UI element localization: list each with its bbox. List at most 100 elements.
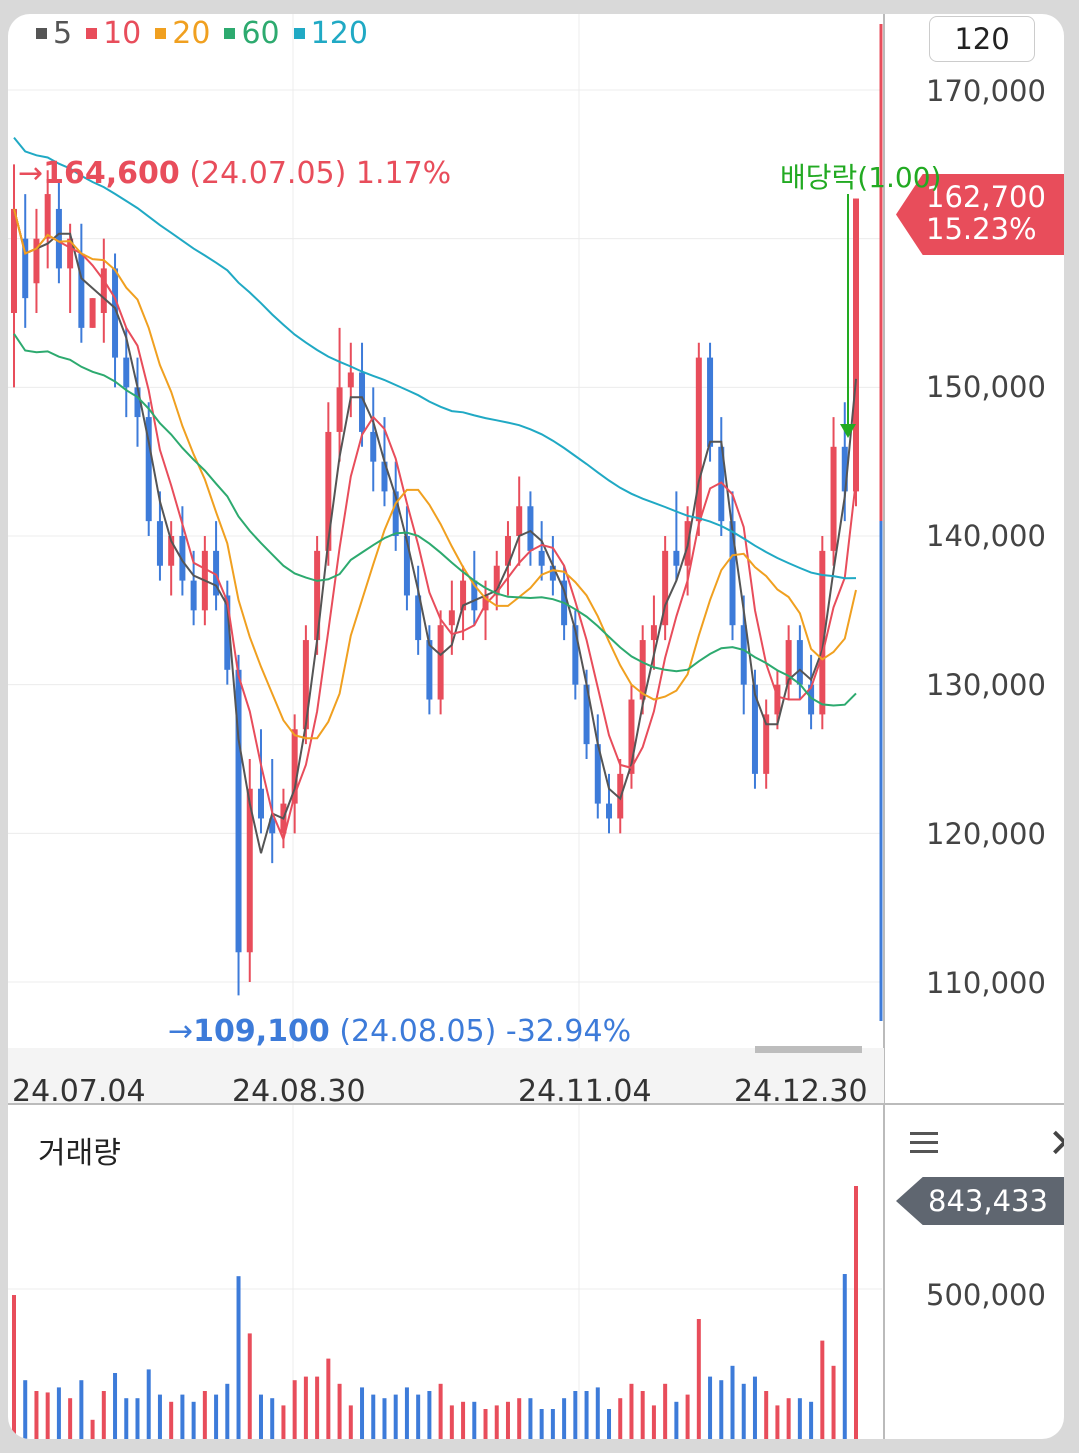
candle-body bbox=[123, 357, 130, 388]
candle-body bbox=[841, 446, 848, 492]
scroll-thumb bbox=[755, 1046, 862, 1053]
candle-body bbox=[235, 669, 242, 953]
volume-bar bbox=[663, 1383, 668, 1439]
high-detail: (24.07.05) 1.17% bbox=[189, 156, 452, 191]
volume-bar bbox=[124, 1398, 129, 1439]
volume-bar bbox=[326, 1358, 331, 1439]
volume-bar bbox=[809, 1401, 814, 1439]
menu-icon[interactable] bbox=[910, 1132, 938, 1156]
volume-bar bbox=[169, 1401, 174, 1439]
volume-bar bbox=[595, 1387, 600, 1439]
volume-bar bbox=[34, 1391, 39, 1439]
legend-swatch bbox=[155, 28, 167, 39]
volume-bar bbox=[113, 1373, 118, 1439]
period-button[interactable]: 120 bbox=[929, 16, 1035, 62]
volume-bar bbox=[101, 1391, 106, 1439]
candle-body bbox=[145, 417, 152, 522]
candle-body bbox=[673, 550, 680, 566]
volume-bar bbox=[618, 1398, 623, 1439]
candle-body bbox=[527, 506, 534, 551]
volume-bar bbox=[842, 1274, 847, 1439]
volume-bar bbox=[472, 1401, 477, 1439]
candle-body bbox=[257, 788, 264, 819]
y-tick: 150,000 bbox=[926, 370, 1046, 404]
volume-bar bbox=[820, 1340, 825, 1439]
legend-swatch bbox=[86, 28, 98, 39]
x-tick: 24.08.30 bbox=[232, 1074, 366, 1109]
volume-bar bbox=[775, 1405, 780, 1439]
legend-item: 5 bbox=[36, 16, 72, 51]
candle-body bbox=[549, 565, 556, 581]
volume-bar bbox=[157, 1394, 162, 1439]
volume-bar bbox=[281, 1405, 286, 1439]
candle-body bbox=[370, 431, 377, 462]
candle-body bbox=[493, 565, 500, 596]
volume-bar bbox=[12, 1295, 16, 1439]
candle-body bbox=[594, 744, 601, 804]
volume-bar bbox=[651, 1405, 656, 1439]
candle-body bbox=[572, 625, 579, 685]
volume-bar bbox=[730, 1365, 735, 1439]
candle-body bbox=[718, 446, 725, 522]
volume-bar bbox=[494, 1405, 499, 1439]
x-tick: 24.11.04 bbox=[518, 1074, 652, 1109]
legend-label: 10 bbox=[103, 16, 142, 51]
x-tick: 24.12.30 bbox=[734, 1074, 868, 1109]
volume-bar bbox=[146, 1369, 151, 1439]
volume-bar bbox=[382, 1398, 387, 1439]
candle-body bbox=[853, 198, 859, 492]
candlestick-chart[interactable] bbox=[8, 14, 1064, 1439]
volume-bar bbox=[404, 1387, 409, 1439]
legend-swatch bbox=[293, 28, 305, 39]
y-tick: 120,000 bbox=[926, 817, 1046, 851]
ma-legend: 5 10 20 60 120 bbox=[36, 16, 368, 51]
volume-bar bbox=[517, 1398, 522, 1439]
arrow-down-icon bbox=[840, 424, 856, 438]
ma-line bbox=[13, 333, 857, 707]
candle-body bbox=[55, 208, 62, 269]
legend-swatch bbox=[36, 28, 47, 39]
candle-body bbox=[460, 580, 467, 611]
volume-bar bbox=[360, 1387, 365, 1439]
volume-bar bbox=[337, 1383, 342, 1439]
candle-body bbox=[707, 357, 714, 447]
chart-card[interactable]: 5 10 20 60 120 120 170,000 150,000 140,000 1… bbox=[8, 14, 1064, 1439]
candle-body bbox=[392, 491, 399, 536]
volume-bar bbox=[764, 1391, 769, 1439]
candle-body bbox=[796, 640, 803, 685]
volume-bar bbox=[214, 1394, 219, 1439]
ma-line bbox=[13, 208, 857, 740]
volume-bar bbox=[258, 1394, 263, 1439]
volume-bar bbox=[348, 1405, 353, 1439]
legend-label: 120 bbox=[310, 16, 368, 51]
candle-body bbox=[471, 580, 478, 611]
volume-bar bbox=[416, 1394, 421, 1439]
volume-bar bbox=[573, 1391, 578, 1439]
candle-body bbox=[628, 699, 635, 774]
volume-tick: 500,000 bbox=[926, 1278, 1046, 1312]
legend-label: 20 bbox=[172, 16, 211, 51]
candle-body bbox=[224, 595, 231, 670]
candle-body bbox=[269, 818, 276, 834]
volume-bar bbox=[483, 1409, 488, 1439]
y-tick: 110,000 bbox=[926, 966, 1046, 1000]
candle-body bbox=[403, 536, 410, 596]
candle-body bbox=[134, 387, 141, 418]
candle-body bbox=[729, 521, 736, 626]
candle-body bbox=[482, 595, 489, 611]
dividend-label: 배당락(1.00) bbox=[780, 161, 942, 194]
close-icon[interactable]: ✕ bbox=[1048, 1124, 1064, 1164]
candle-body bbox=[448, 610, 455, 626]
volume-bar bbox=[629, 1383, 634, 1439]
candle-body bbox=[808, 684, 815, 715]
candle-body bbox=[740, 625, 747, 685]
candle-body bbox=[426, 640, 433, 700]
volume-bar bbox=[191, 1401, 196, 1439]
ma-line bbox=[13, 208, 857, 843]
candle-body bbox=[168, 536, 175, 566]
volume-bar bbox=[56, 1387, 61, 1439]
candle-body bbox=[819, 550, 826, 715]
current-volume-tag: 843,433 bbox=[896, 1177, 1064, 1225]
high-value: 164,600 bbox=[43, 156, 180, 191]
